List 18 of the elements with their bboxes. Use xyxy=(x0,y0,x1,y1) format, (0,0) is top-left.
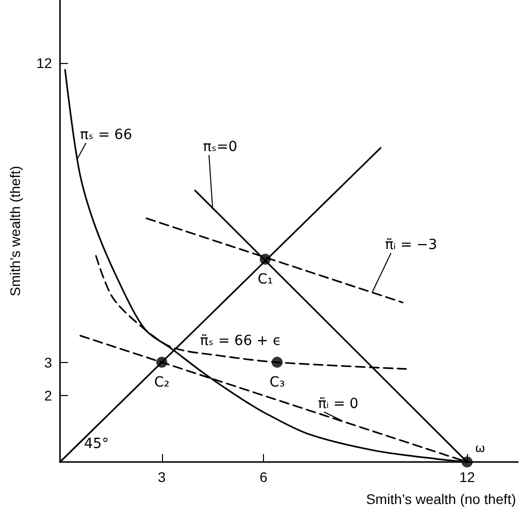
annotation: C₁ xyxy=(258,271,273,288)
text: π̃ᵢ = −3 xyxy=(385,237,438,253)
annotation: C₂ xyxy=(154,374,170,390)
series-label: π̃ᵢ = 0 xyxy=(318,396,358,412)
y-tick-label: 12 xyxy=(36,55,52,72)
x-tick-label: 6 xyxy=(260,469,268,485)
annotation: 45° xyxy=(84,436,109,452)
y-axis-title: Smith’s wealth (theft) xyxy=(7,166,23,296)
x-tick-label: 12 xyxy=(459,469,476,485)
series-label: πₛ = 66 xyxy=(80,127,132,143)
annotation: ω xyxy=(475,441,486,455)
text: πₛ=0 xyxy=(203,139,238,155)
x-axis-title: Smith’s wealth (no theft) xyxy=(366,491,516,507)
x-tick-label: 3 xyxy=(158,469,166,485)
y-tick-label: 2 xyxy=(44,388,52,404)
series-label: π̃ₛ = 66 + ϵ xyxy=(200,333,282,349)
y-tick-label: 3 xyxy=(44,354,52,370)
annotation: C₃ xyxy=(269,374,285,390)
